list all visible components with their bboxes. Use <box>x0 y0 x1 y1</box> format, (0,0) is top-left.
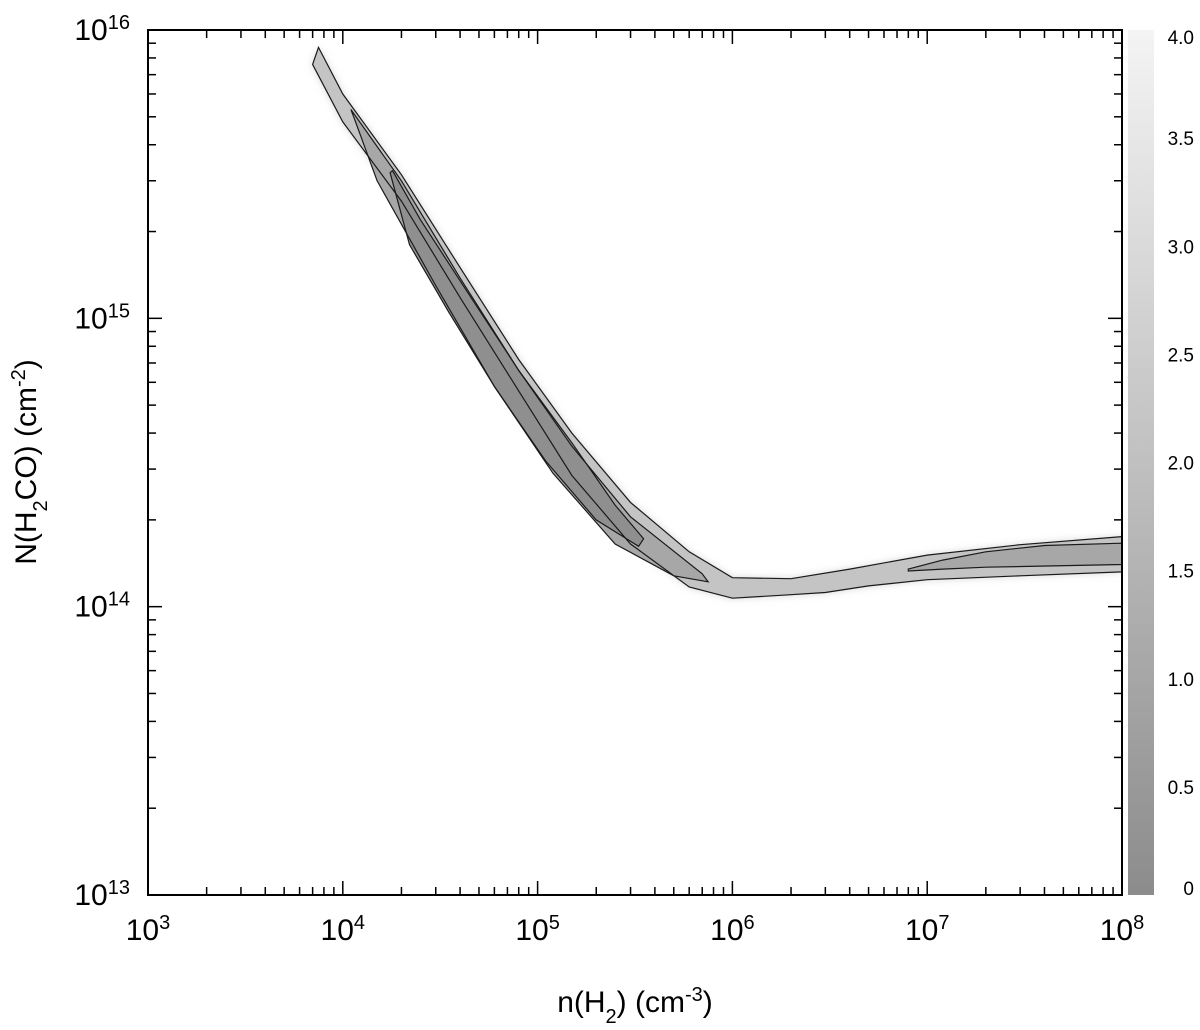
contour-outer <box>311 45 1122 599</box>
contour-inner-3 <box>907 542 1122 572</box>
y-axis-label: N(H2CO) (cm-2) <box>8 359 52 565</box>
colorbar-tick-label: 1.0 <box>1168 670 1194 691</box>
x-tick-label: 108 <box>1100 912 1145 947</box>
plot-area <box>148 30 1122 895</box>
y-tick-label: 1015 <box>74 300 130 335</box>
colorbar-tick-label: 2.0 <box>1168 454 1194 475</box>
x-tick-label: 104 <box>321 912 366 947</box>
colorbar <box>1128 30 1154 895</box>
x-tick-label: 105 <box>515 912 560 947</box>
colorbar-tick-label: 2.5 <box>1168 345 1194 366</box>
contour-lines <box>311 45 1122 599</box>
x-tick-label: 106 <box>710 912 755 947</box>
axis-ticks <box>147 30 1123 896</box>
plot-frame <box>147 29 1123 896</box>
colorbar-tick-label: 3.0 <box>1168 237 1194 258</box>
contour-inner-2 <box>389 169 645 548</box>
x-tick-label: 103 <box>126 912 171 947</box>
x-tick-label: 107 <box>905 912 950 947</box>
colorbar-tick-labels: 0 0.5 1.0 1.5 2.0 2.5 3.0 3.5 4.0 <box>1168 28 1194 900</box>
y-tick-label: 1013 <box>74 877 130 912</box>
y-tick-label: 1014 <box>74 589 130 624</box>
colorbar-tick-label: 0 <box>1183 879 1194 900</box>
x-tick-labels: 103 104 105 106 107 108 <box>126 912 1145 947</box>
x-axis-label: n(H2) (cm-3) <box>557 984 713 1028</box>
y-tick-label: 1016 <box>74 12 130 47</box>
y-tick-labels: 1013 1014 1015 1016 <box>74 12 130 912</box>
band-core-3 <box>908 543 1122 571</box>
colorbar-tick-label: 0.5 <box>1168 778 1194 799</box>
colorbar-tick-label: 1.5 <box>1168 562 1194 583</box>
colorbar-tick-label: 3.5 <box>1168 129 1194 150</box>
colorbar-tick-label: 4.0 <box>1168 28 1194 49</box>
